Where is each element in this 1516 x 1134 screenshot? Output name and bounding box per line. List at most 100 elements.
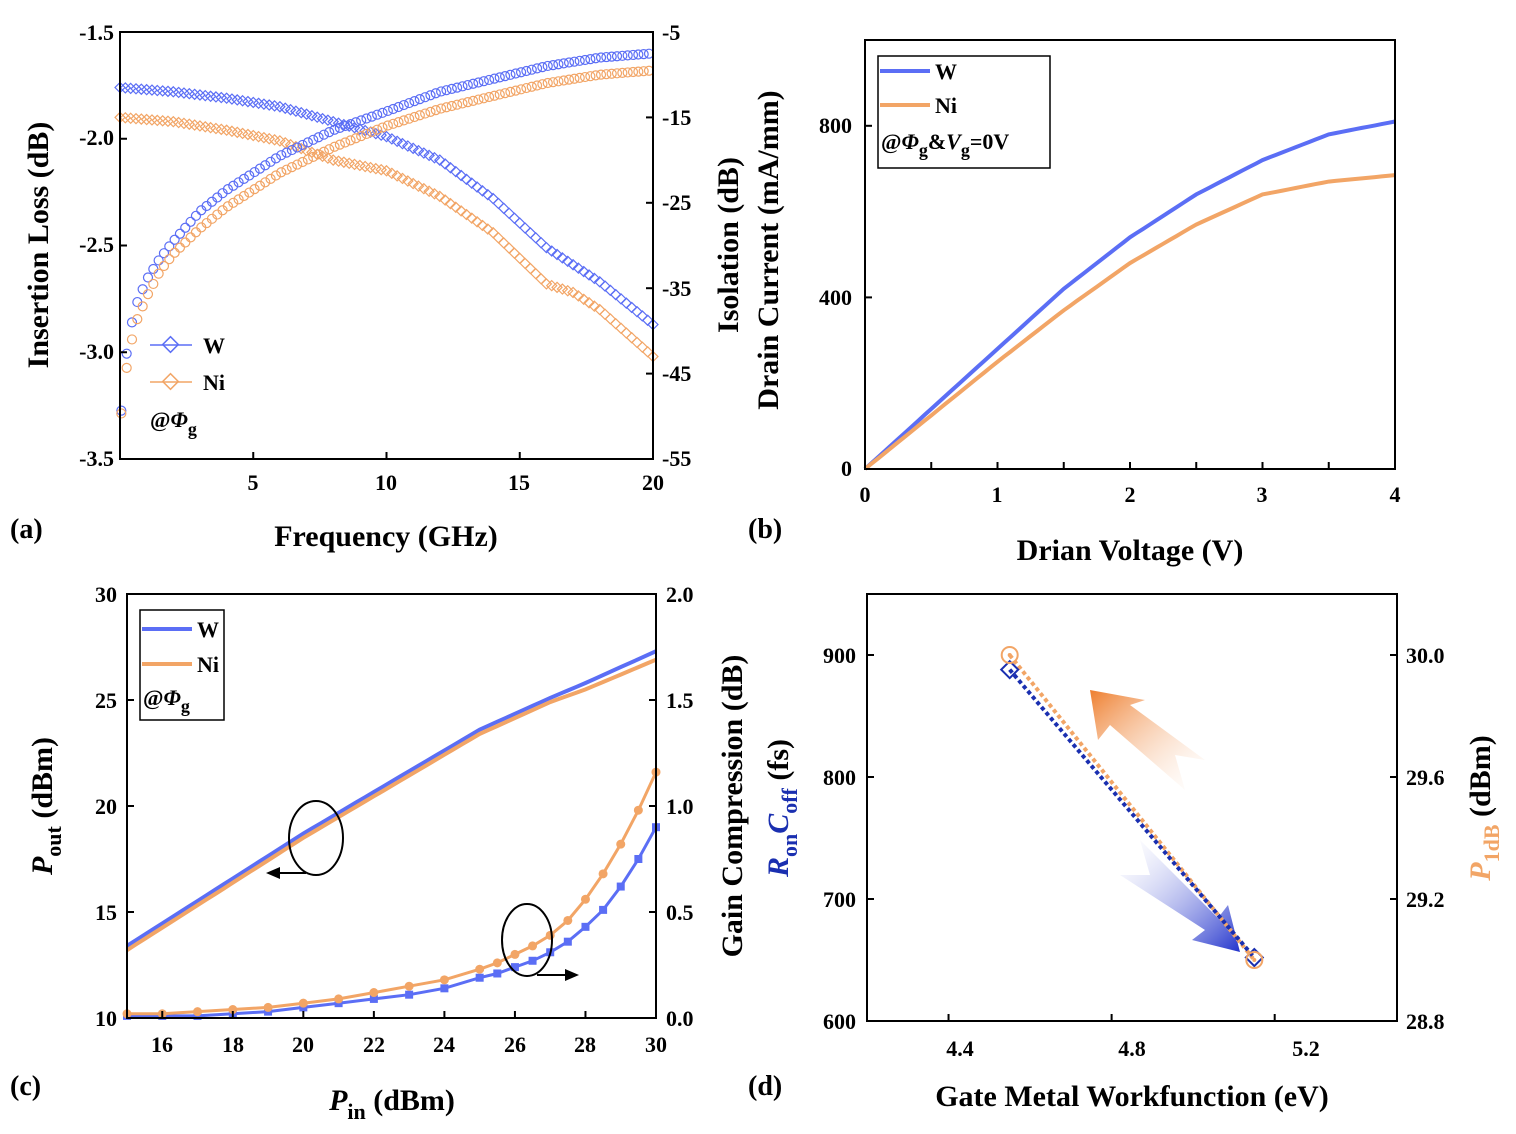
- isolation-marker-ni: [430, 105, 441, 116]
- il-marker-w: [545, 245, 558, 257]
- il-marker-w: [444, 161, 457, 174]
- x-tick-label: 26: [504, 1032, 526, 1057]
- isolation-marker-ni: [531, 80, 543, 91]
- il-marker-w: [401, 140, 414, 152]
- isolation-marker-w: [334, 122, 345, 133]
- isolation-marker-w: [164, 241, 175, 252]
- y-tick-label: -2.5: [79, 232, 114, 257]
- isolation-marker-ni: [633, 66, 644, 77]
- isolation-marker-w: [366, 111, 377, 122]
- isolation-marker-w: [244, 170, 255, 181]
- axis-ticks: [120, 31, 654, 460]
- il-marker-ni: [641, 345, 654, 358]
- il-marker-w: [465, 177, 478, 190]
- panel-label: (b): [748, 514, 782, 545]
- y-tick-label: -2.0: [79, 125, 114, 150]
- il-marker-ni: [588, 300, 601, 312]
- y-tick-label: 400: [819, 285, 852, 310]
- isolation-marker-ni: [377, 122, 388, 133]
- isolation-marker-w: [276, 150, 287, 161]
- x-axis-label: Pin (dBm): [328, 1084, 455, 1124]
- x-axis-label: Drian Voltage (V): [1017, 534, 1244, 567]
- il-marker-w: [551, 248, 563, 261]
- isolation-marker-ni: [153, 268, 164, 279]
- y-axis-label: Pout (dBm): [26, 737, 66, 876]
- p1db-marker: [1000, 646, 1019, 664]
- isolation-marker-w: [286, 144, 297, 156]
- isolation-marker-w: [531, 63, 543, 74]
- y2-axis-label: Isolation (dB): [712, 157, 745, 333]
- isolation-marker-ni: [238, 190, 250, 202]
- il-marker-w: [290, 105, 302, 118]
- legend-label-w: W: [197, 617, 219, 642]
- isolation-marker-ni: [569, 73, 580, 84]
- isolation-marker-ni: [457, 98, 468, 109]
- x-tick-label: 4.4: [946, 1036, 974, 1061]
- isolation-marker-w: [393, 101, 404, 113]
- il-marker-w: [119, 82, 132, 94]
- il-marker-ni: [492, 231, 505, 244]
- il-marker-w: [604, 284, 617, 297]
- isolation-marker-w: [297, 139, 308, 151]
- isolation-marker-w: [308, 134, 319, 145]
- il-marker-ni: [423, 185, 435, 198]
- il-marker-w: [513, 217, 526, 229]
- legend-marker-ni: [161, 372, 180, 391]
- isolation-marker-w: [452, 82, 463, 93]
- x-tick-label: 4.8: [1118, 1036, 1146, 1061]
- isolation-marker-ni: [292, 159, 303, 170]
- x-axis-label: Frequency (GHz): [274, 520, 498, 553]
- il-marker-ni: [513, 252, 526, 265]
- isolation-marker-ni: [446, 100, 457, 112]
- il-marker-w: [577, 265, 590, 278]
- isolation-marker-w: [313, 132, 324, 143]
- isolation-marker-w: [190, 210, 202, 221]
- isolation-marker-w: [260, 160, 271, 171]
- annotation-circle: [288, 800, 344, 876]
- il-marker-ni: [119, 111, 132, 124]
- il-marker-w: [519, 222, 531, 234]
- y-tick-label: 600: [823, 1009, 856, 1034]
- gain-compression-marker-w: [510, 963, 519, 972]
- il-marker-w: [636, 310, 649, 322]
- il-marker-w: [284, 103, 297, 116]
- il-marker-ni: [609, 317, 622, 330]
- insertion-loss-series: [114, 81, 659, 363]
- il-marker-ni: [385, 167, 398, 180]
- isolation-marker-w: [318, 129, 329, 140]
- isolation-marker-ni: [553, 76, 564, 87]
- isolation-marker-ni: [537, 79, 548, 90]
- il-marker-ni: [140, 113, 153, 126]
- y2-tick-label: 2.0: [666, 582, 694, 607]
- il-marker-w: [385, 133, 398, 145]
- il-marker-ni: [471, 215, 483, 228]
- il-marker-ni: [407, 177, 419, 190]
- isolation-marker-w: [595, 52, 607, 63]
- il-marker-w: [583, 269, 595, 281]
- isolation-marker-w: [489, 73, 500, 84]
- y-tick-label: 25: [95, 688, 117, 713]
- decrease-arrow-orange: [1090, 690, 1205, 790]
- isolation-marker-ni: [270, 170, 282, 181]
- gain-compression-series: [122, 767, 661, 1020]
- isolation-marker-w: [169, 234, 180, 245]
- il-marker-w: [439, 158, 451, 170]
- isolation-marker-ni: [121, 362, 132, 374]
- isolation-marker-w: [585, 54, 596, 65]
- y-axis-label: RonCoff (fs): [762, 739, 802, 878]
- isolation-marker-ni: [169, 247, 180, 258]
- il-marker-ni: [455, 205, 467, 217]
- gain-compression-marker-ni: [404, 981, 414, 991]
- isolation-marker-ni: [484, 91, 495, 103]
- isolation-marker-ni: [611, 68, 623, 79]
- gain-compression-marker-ni: [616, 839, 626, 849]
- isolation-marker-w: [441, 85, 452, 96]
- il-marker-ni: [412, 180, 425, 192]
- isolation-marker-ni: [627, 66, 639, 78]
- gain-compression-marker-w: [369, 994, 378, 1003]
- isolation-marker-w: [382, 105, 393, 117]
- isolation-marker-w: [254, 163, 266, 174]
- isolation-marker-ni: [579, 71, 591, 83]
- gain-compression-marker-ni: [580, 894, 590, 904]
- gain-compression-marker-w: [616, 882, 625, 891]
